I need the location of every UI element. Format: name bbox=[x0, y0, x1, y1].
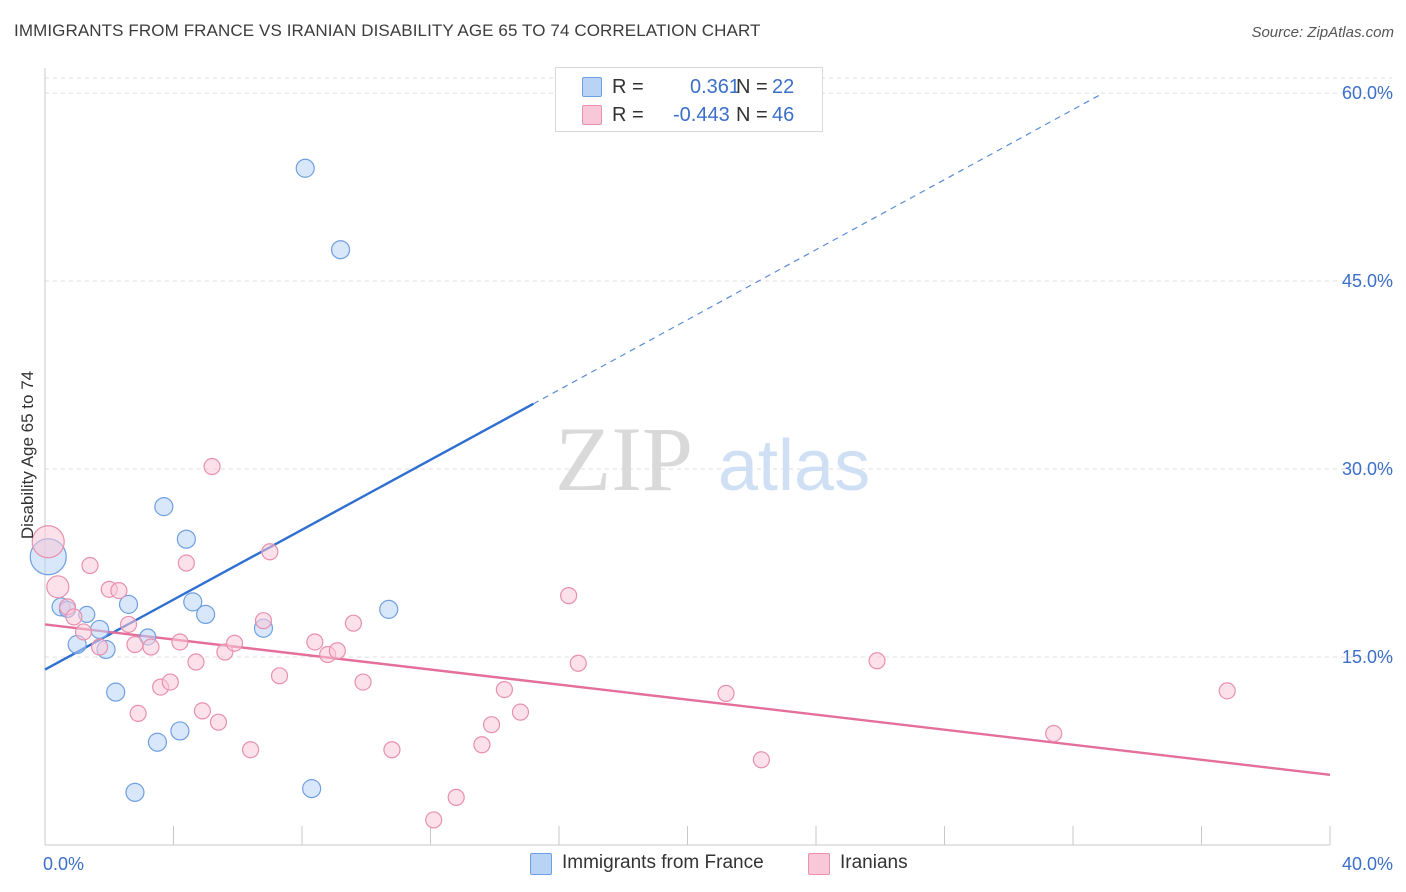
iranian-point bbox=[1045, 724, 1063, 743]
watermark-zip: ZIP bbox=[555, 408, 693, 510]
iranian-point bbox=[161, 673, 179, 691]
france-point bbox=[154, 497, 174, 517]
legend-n-value: 22 bbox=[772, 76, 795, 98]
france-point bbox=[125, 782, 145, 802]
y-tick-label: 45.0% bbox=[1342, 271, 1393, 291]
x-tick-label: 0.0% bbox=[43, 854, 84, 874]
iranian-point bbox=[81, 556, 99, 575]
france-point bbox=[295, 158, 315, 178]
iranian-point bbox=[254, 612, 273, 630]
grid-lines bbox=[45, 77, 1392, 658]
france-point bbox=[147, 732, 168, 752]
tick-labels: 15.0% 30.0% 45.0% 60.0% 0.0% 40.0% bbox=[43, 83, 1393, 874]
bottom-legend-swatch-france bbox=[530, 853, 552, 875]
france-point bbox=[90, 619, 110, 640]
iranian-point bbox=[171, 633, 189, 651]
bottom-legend-swatch-iranians bbox=[808, 853, 830, 875]
chart-title: IMMIGRANTS FROM FRANCE VS IRANIAN DISABI… bbox=[14, 21, 761, 40]
iranian-point bbox=[46, 575, 70, 599]
france-point bbox=[379, 599, 399, 619]
watermark-atlas: atlas bbox=[718, 426, 870, 506]
legend-r-label: R = bbox=[612, 76, 644, 98]
legend-swatch-iranians bbox=[582, 105, 602, 125]
france-point bbox=[118, 594, 139, 614]
y-axis-label: Disability Age 65 to 74 bbox=[18, 370, 37, 540]
iranian-point bbox=[209, 713, 228, 731]
y-tick-label: 30.0% bbox=[1342, 459, 1393, 479]
iranian-point bbox=[242, 741, 260, 759]
data-points bbox=[29, 158, 1236, 829]
france-trend-extension bbox=[533, 95, 1099, 405]
iranian-point bbox=[119, 615, 138, 634]
iranian-point bbox=[91, 638, 109, 656]
watermark: ZIP atlas bbox=[555, 408, 870, 510]
france-point bbox=[196, 604, 216, 625]
x-tick-label: 40.0% bbox=[1342, 854, 1393, 874]
bottom-legend-label-france: Immigrants from France bbox=[562, 852, 764, 873]
iranian-trend-line bbox=[44, 623, 1331, 777]
iranian-point bbox=[193, 702, 212, 720]
france-point bbox=[302, 779, 322, 799]
iranian-point bbox=[270, 667, 289, 685]
y-tick-label: 15.0% bbox=[1342, 647, 1393, 667]
legend-n-value: 46 bbox=[772, 104, 795, 126]
iranian-point bbox=[495, 680, 513, 699]
iranian-point bbox=[177, 554, 195, 572]
iranian-point bbox=[560, 587, 578, 605]
france-point bbox=[183, 592, 203, 612]
iranian-point bbox=[129, 704, 147, 723]
iranian-point bbox=[261, 543, 279, 561]
iranian-point bbox=[126, 635, 144, 654]
iranian-point bbox=[65, 608, 83, 626]
iranian-point bbox=[1218, 682, 1236, 700]
iranian-point bbox=[717, 684, 735, 702]
legend-swatch-france bbox=[582, 77, 602, 97]
iranian-point bbox=[203, 457, 221, 476]
bottom-legend-label-iranians: Iranians bbox=[840, 852, 908, 873]
iranian-point bbox=[752, 751, 770, 769]
iranian-point bbox=[482, 716, 501, 734]
iranian-point bbox=[225, 634, 244, 652]
iranian-point bbox=[306, 633, 324, 651]
iranian-point bbox=[187, 653, 205, 671]
iranian-point bbox=[868, 652, 886, 670]
france-point bbox=[330, 240, 351, 260]
iranian-point bbox=[447, 788, 465, 806]
y-tick-label: 60.0% bbox=[1342, 83, 1393, 103]
iranian-point bbox=[511, 703, 530, 721]
legend-n-label: N = bbox=[736, 76, 768, 98]
iranian-point bbox=[354, 673, 372, 691]
legend-n-label: N = bbox=[736, 104, 768, 126]
france-trend-line bbox=[44, 402, 534, 671]
iranian-point bbox=[425, 811, 443, 829]
france-point bbox=[170, 721, 190, 741]
iranian-point bbox=[344, 614, 362, 632]
iranian-point bbox=[110, 581, 128, 600]
iranian-point bbox=[328, 642, 346, 660]
legend-r-value: 0.361 bbox=[690, 76, 741, 98]
iranian-point bbox=[74, 623, 93, 641]
iranian-point bbox=[383, 741, 401, 759]
legend-r-value: -0.443 bbox=[673, 104, 730, 126]
axes bbox=[44, 68, 1331, 846]
france-point bbox=[176, 529, 196, 549]
iranian-point bbox=[31, 525, 65, 559]
iranian-point bbox=[473, 736, 491, 754]
source-label: Source: ZipAtlas.com bbox=[1251, 24, 1394, 41]
iranian-point bbox=[569, 654, 587, 672]
france-point bbox=[106, 682, 126, 702]
legend-r-label: R = bbox=[612, 104, 644, 126]
iranian-point bbox=[142, 638, 160, 656]
stats-legend: R = 0.361 N = 22 R = -0.443 N = 46 bbox=[555, 67, 823, 132]
